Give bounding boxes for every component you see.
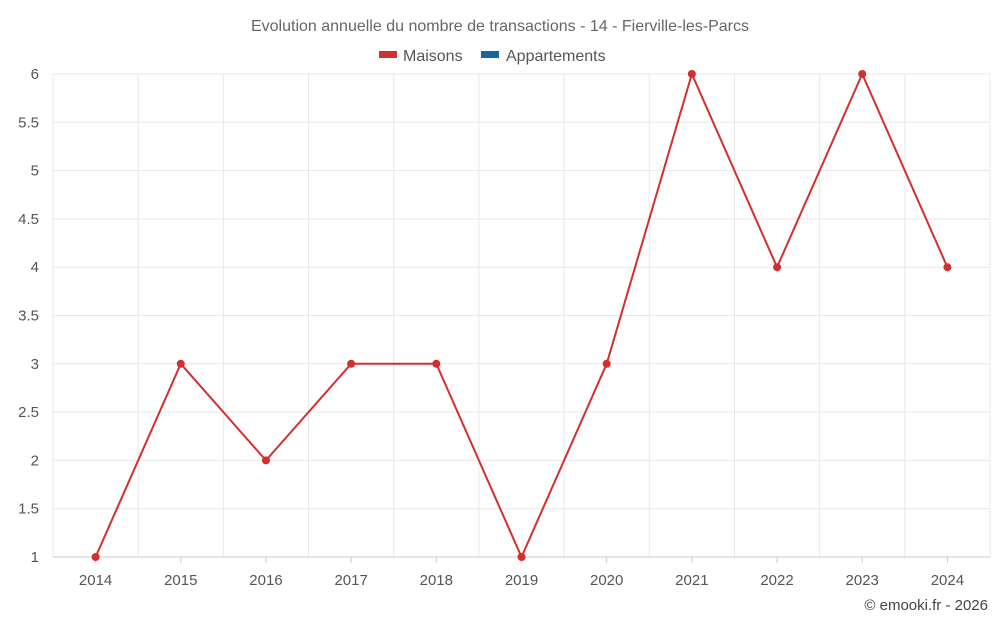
x-tick-label: 2016 [249, 572, 282, 589]
y-tick-label: 5.5 [18, 114, 39, 131]
legend-swatch-appartements[interactable] [481, 51, 499, 58]
legend-label-maisons[interactable]: Maisons [403, 48, 463, 65]
y-tick-label: 5 [31, 163, 39, 180]
y-tick-label: 3.5 [18, 308, 39, 325]
x-tick-label: 2019 [505, 572, 538, 589]
y-tick-label: 1 [31, 549, 39, 566]
x-tick-label: 2021 [675, 572, 708, 589]
data-point-maisons[interactable] [602, 359, 611, 368]
x-tick-label: 2023 [846, 572, 879, 589]
y-tick-label: 2.5 [18, 404, 39, 421]
x-axis: 2014 2015 2016 2017 2018 2019 2020 2021 2022 2023… [53, 556, 990, 589]
x-tick-label: 2017 [334, 572, 367, 589]
data-point-maisons[interactable] [432, 359, 441, 368]
data-point-maisons[interactable] [91, 553, 100, 561]
x-tick-label: 2018 [420, 572, 453, 589]
legend: Maisons Appartements [379, 48, 606, 65]
x-tick-label: 2015 [164, 572, 197, 589]
y-tick-label: 4.5 [18, 211, 39, 228]
data-point-maisons[interactable] [347, 359, 356, 368]
series [91, 70, 952, 561]
credit: © emooki.fr - 2026 [864, 597, 988, 614]
y-tick-label: 2 [31, 452, 39, 469]
chart-title: Evolution annuelle du nombre de transact… [251, 18, 749, 35]
x-tick-label: 2014 [79, 572, 112, 589]
y-tick-label: 4 [31, 259, 39, 276]
data-point-maisons[interactable] [773, 263, 782, 272]
grid [52, 73, 991, 558]
data-point-maisons[interactable] [858, 70, 867, 78]
y-tick-label: 1.5 [18, 501, 39, 518]
y-tick-label: 3 [31, 356, 39, 373]
data-point-maisons[interactable] [176, 359, 185, 368]
legend-swatch-maisons[interactable] [379, 51, 397, 58]
data-point-maisons[interactable] [261, 456, 270, 465]
x-tick-label: 2024 [931, 572, 964, 589]
data-point-maisons[interactable] [943, 263, 952, 272]
x-tick-label: 2022 [760, 572, 793, 589]
data-point-maisons[interactable] [517, 553, 526, 561]
data-point-maisons[interactable] [687, 70, 696, 78]
y-tick-label: 6 [31, 66, 39, 83]
y-axis: 1 1.5 2 2.5 3 3.5 4 4.5 5 5.5 6 [18, 66, 39, 566]
x-tick-label: 2020 [590, 572, 623, 589]
legend-label-appartements[interactable]: Appartements [506, 48, 606, 65]
